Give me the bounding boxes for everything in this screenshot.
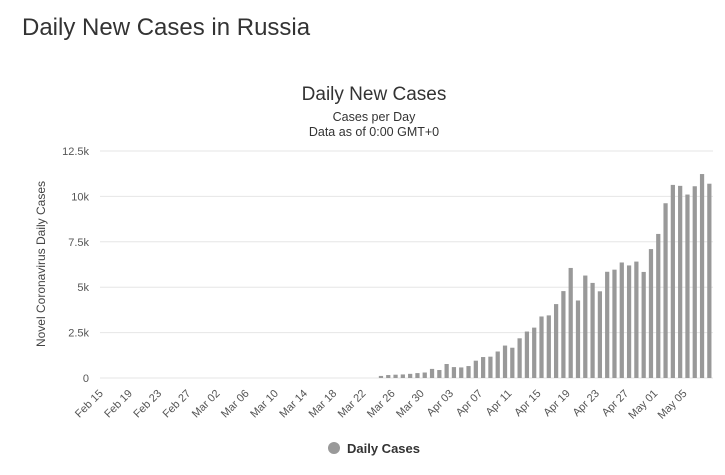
bar[interactable] [553,304,559,378]
y-axis-label: Novel Coronavirus Daily Cases [34,181,48,347]
bar[interactable] [437,370,442,378]
x-tick-label: Apr 15 [512,388,543,419]
bar[interactable] [378,375,384,378]
bar[interactable] [546,315,551,378]
bar[interactable] [415,373,420,378]
x-tick-label: Feb 19 [102,388,135,421]
bar[interactable] [517,338,522,378]
y-tick-label: 10k [71,191,89,203]
bar[interactable] [678,185,683,378]
bar[interactable] [626,265,632,378]
chart-subtitle-line-2: Data as of 0:00 GMT+0 [309,125,439,139]
bar[interactable] [583,275,588,378]
bar[interactable] [692,186,697,378]
page-title: Daily New Cases in Russia [22,14,311,41]
bar[interactable] [597,291,603,378]
bar[interactable] [422,372,427,378]
bar[interactable] [459,367,464,378]
bar[interactable] [699,174,705,378]
x-tick-label: Apr 07 [454,388,485,419]
bar[interactable] [568,267,573,378]
x-tick-label: May 05 [656,388,690,422]
bar[interactable] [539,316,544,378]
x-tick-label: May 01 [626,388,660,422]
bar[interactable] [707,183,712,378]
y-tick-label: 0 [83,373,89,385]
legend-marker-icon [328,442,340,454]
bar[interactable] [524,331,530,378]
bar[interactable] [444,363,449,378]
bar[interactable] [488,356,493,378]
x-tick-label: Feb 15 [73,388,106,421]
x-tick-label: Mar 26 [365,388,398,421]
bar[interactable] [605,271,610,378]
bar[interactable] [466,366,471,378]
bar[interactable] [481,357,486,378]
bar[interactable] [648,249,654,378]
bar[interactable] [532,327,537,378]
x-tick-label: Apr 03 [425,388,456,419]
x-tick-label: Mar 30 [394,388,427,421]
bar[interactable] [619,262,624,378]
x-tick-label: Mar 14 [277,388,310,421]
bar[interactable] [408,373,413,378]
x-tick-label: Mar 10 [248,388,281,421]
bar[interactable] [386,375,391,378]
bar[interactable] [634,261,639,378]
bar[interactable] [590,282,595,378]
x-tick-label: Apr 19 [541,388,572,419]
bar[interactable] [685,194,690,378]
y-tick-label: 7.5k [68,237,89,249]
bar[interactable] [656,233,661,378]
x-tick-label: Mar 02 [190,388,223,421]
bar[interactable] [473,360,478,378]
x-tick-label: Feb 23 [131,388,164,421]
y-tick-label: 2.5k [68,328,89,340]
chart-title: Daily New Cases [302,84,447,105]
bar[interactable] [641,271,646,378]
y-tick-label: 12.5k [62,146,89,158]
legend-label[interactable]: Daily Cases [347,441,420,456]
bar[interactable] [612,269,617,378]
chart-subtitle-line-1: Cases per Day [333,110,416,124]
x-tick-label: Mar 06 [219,388,252,421]
y-tick-label: 5k [77,282,89,294]
bar[interactable] [502,345,508,378]
bars [378,174,712,378]
bar[interactable] [451,367,457,378]
bar[interactable] [663,203,668,378]
bar[interactable] [510,347,515,378]
x-tick-label: Feb 27 [161,388,194,421]
x-tick-label: Mar 22 [336,388,369,421]
bar[interactable] [575,300,581,378]
bar[interactable] [393,374,398,378]
bar[interactable] [429,368,435,378]
bar[interactable] [670,184,675,378]
x-tick-label: Apr 11 [484,388,515,419]
x-tick-label: Apr 23 [571,388,602,419]
bar[interactable] [561,291,566,378]
bar[interactable] [400,374,405,378]
gridlines [100,150,713,379]
legend[interactable]: Daily Cases [328,441,420,456]
bar[interactable] [495,351,500,378]
x-tick-label: Mar 18 [307,388,340,421]
y-axis-ticks: 0 2.5k 5k 7.5k 10k 12.5k [62,146,89,385]
